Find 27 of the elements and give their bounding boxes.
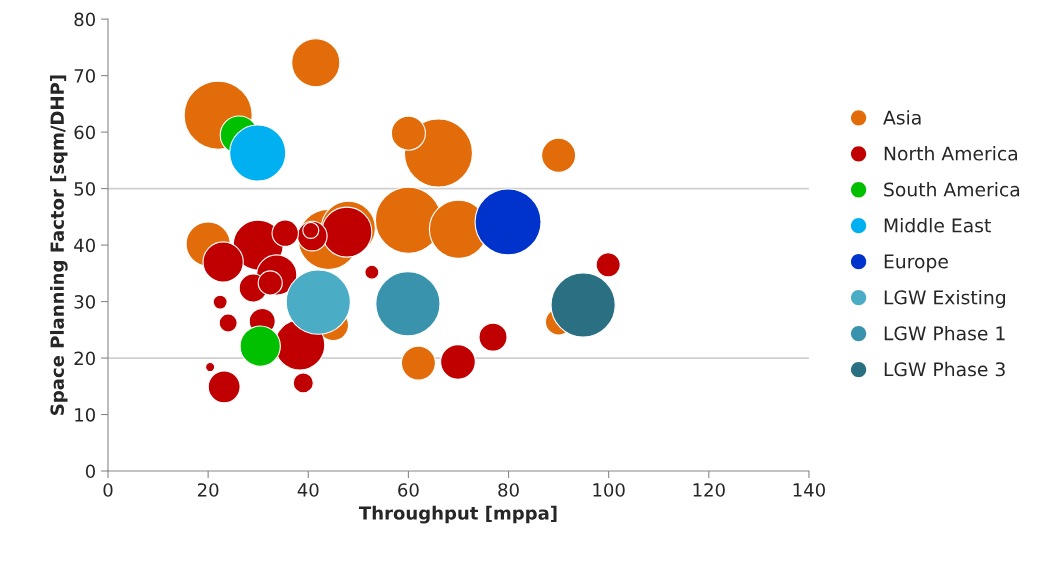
y-tick-label: 70	[74, 69, 95, 83]
legend-label: Europe	[884, 254, 948, 273]
y-tick-label: 30	[74, 295, 95, 309]
x-tick-label: 80	[498, 483, 519, 497]
y-axis-title: Space Planning Factor [sqm/DHP]	[50, 75, 68, 415]
x-tick-label: 20	[197, 483, 219, 497]
legend-label: North America	[884, 146, 1018, 161]
y-tick-label: 0	[85, 464, 95, 479]
x-tick-label: 100	[593, 483, 625, 497]
legend-label: Asia	[883, 110, 921, 125]
x-axis-title: Throughput [mppa]	[358, 505, 557, 524]
y-tick-label: 80	[74, 12, 95, 27]
y-tick-label: 50	[74, 182, 95, 196]
x-tick-label: 140	[793, 483, 825, 497]
legend-label: South America	[884, 182, 1020, 197]
x-tick-label: 0	[103, 483, 113, 497]
y-tick-label: 10	[75, 407, 95, 422]
y-tick-label: 40	[74, 238, 95, 253]
y-tick-label: 60	[74, 125, 95, 140]
legend-label: LGW Phase 3	[884, 361, 1005, 377]
x-tick-label: 120	[693, 483, 725, 497]
y-tick-label: 20	[74, 351, 95, 366]
x-tick-label: 60	[398, 483, 419, 497]
legend-label: LGW Existing	[884, 289, 1005, 309]
legend-label: LGW Phase 1	[884, 325, 1005, 341]
legend-label: Middle East	[884, 218, 991, 233]
x-tick-label: 40	[297, 483, 319, 497]
